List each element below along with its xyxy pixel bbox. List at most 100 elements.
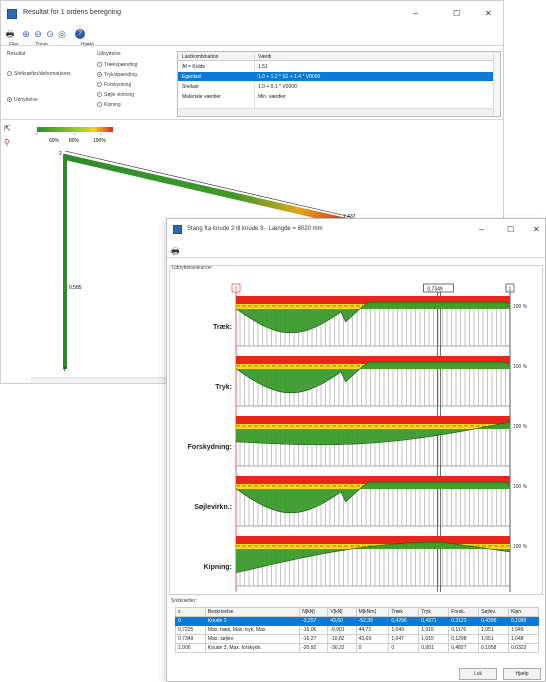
column-header[interactable]: Træk xyxy=(388,607,420,617)
maximize-button[interactable]: ☐ xyxy=(507,225,515,234)
utilization-curve xyxy=(236,422,510,445)
maximize-button[interactable]: ☐ xyxy=(453,9,461,18)
list-item[interactable]: Snelast 1.0 + 0.1 * V0000 xyxy=(182,84,297,90)
radio-icon xyxy=(97,62,102,68)
table-cell: -20,92 xyxy=(299,643,329,653)
table-cell: 44,72 xyxy=(355,625,390,635)
results-option-forces[interactable]: Snitkræfter/deformationer xyxy=(7,71,71,77)
minimize-button[interactable]: – xyxy=(479,224,485,234)
print-icon[interactable]: 🖶 xyxy=(5,29,15,39)
close-dialog-button[interactable]: Luk xyxy=(459,668,497,680)
utilization-option-column[interactable]: Søjle virkning xyxy=(97,92,134,98)
horizontal-scrollbar[interactable] xyxy=(178,108,500,116)
table-cell: Max. søjlev. xyxy=(204,634,301,644)
table-cell: 0,1058 xyxy=(478,643,509,653)
legend-label: 80% xyxy=(69,138,80,144)
zoom-out-icon[interactable]: ⊖ xyxy=(34,29,42,39)
help-button[interactable]: Hjælp xyxy=(503,668,541,680)
results-option-utilization[interactable]: Udnyttelse xyxy=(7,97,38,103)
column-header[interactable]: M[kNm] xyxy=(355,607,390,617)
table-cell: 0 xyxy=(355,643,390,653)
percent-label: 100 % xyxy=(513,484,528,490)
limit-band xyxy=(236,476,510,484)
beam-member[interactable] xyxy=(65,154,351,226)
main-window-title: Resultat for 1 ordens beregning xyxy=(23,9,122,16)
table-row[interactable]: 0,7349 Max. søjlev. -16,27 -10,82 43,69 1,047… xyxy=(175,634,539,644)
percent-label: 100 % xyxy=(513,424,528,430)
table-cell: 0,4371 xyxy=(418,616,450,626)
curve-label: Forskydning: xyxy=(188,444,232,451)
minimize-button[interactable]: – xyxy=(413,8,419,18)
column-header[interactable]: Kipn. xyxy=(508,607,539,617)
utilization-option-tension[interactable]: Trækspænding xyxy=(97,62,137,68)
table-cell: -16,27 xyxy=(299,634,329,644)
table-cell: 0,7349 xyxy=(175,634,206,644)
column-header[interactable]: Forsk. xyxy=(448,607,480,617)
table-cell: 1,015 xyxy=(418,634,450,644)
load-combination-list[interactable]: Lastkombination Værdi Af = Kolde 1.51 Ege… xyxy=(177,51,501,117)
table-cell: 1,000 xyxy=(175,643,206,653)
horizontal-scrollbar[interactable] xyxy=(31,377,171,383)
utilization-option-tilting[interactable]: Kipning xyxy=(97,102,121,108)
table-cell: 0,1176 xyxy=(448,625,480,635)
table-cell: 1,047 xyxy=(388,634,420,644)
main-titlebar[interactable]: Resultat for 1 ordens beregning – ☐ ✕ xyxy=(1,1,503,27)
help-icon[interactable]: ? xyxy=(75,29,85,39)
zoom-window-icon[interactable]: ◎ xyxy=(58,29,66,39)
node-label: 1 xyxy=(63,367,66,373)
utilization-curve xyxy=(236,482,510,513)
curve-outline xyxy=(235,301,511,334)
column-header: Værdi xyxy=(258,54,272,60)
column-member[interactable] xyxy=(63,154,67,369)
structure-view[interactable]: 60% 80% 100% 2 1 1,437 0,585 xyxy=(31,121,501,383)
table-row[interactable]: 0,7225 Max. træk, Max. tryk, Max. -16,06 -9… xyxy=(175,625,539,635)
main-toolbar: 🖶 ⊕ ⊖ ⊙ ◎ ? Filer Zoom Hjælp xyxy=(3,28,143,48)
table-cell: -9,901 xyxy=(327,625,357,635)
utilization-option-shear[interactable]: Forskydning xyxy=(97,82,131,88)
table-cell: -16,06 xyxy=(299,625,329,635)
node-label: 1,437 xyxy=(343,214,356,220)
close-button[interactable]: ✕ xyxy=(485,9,492,18)
list-header: Lastkombination Værdi xyxy=(178,52,500,61)
column-header[interactable]: Søjlev. xyxy=(478,607,509,617)
table-cell: 0,4395 xyxy=(478,616,509,626)
radio-icon xyxy=(97,82,102,88)
pick-tool-icon[interactable]: ⚲ xyxy=(4,138,10,147)
column-header[interactable]: x xyxy=(175,607,206,617)
zoom-in-icon[interactable]: ⊕ xyxy=(22,29,30,39)
node-label: 0,585 xyxy=(69,285,82,291)
utilization-curves[interactable]: 0 0,7349 1 Træk: 100 % Tryk: 100 % Forskydning:… xyxy=(170,274,542,594)
radio-icon xyxy=(97,102,102,108)
list-item[interactable]: Af = Kolde 1.51 xyxy=(182,64,268,70)
percent-label: 100 % xyxy=(513,544,528,550)
radio-selected-icon xyxy=(7,97,12,103)
group-label: Udnyttelseskurver xyxy=(172,265,213,271)
app-icon xyxy=(173,225,182,234)
print-icon[interactable]: 🖶 xyxy=(171,246,180,256)
list-item-selected[interactable]: Egenlast 1.0 + 1.2 * S1 + 1.4 * V0000 xyxy=(178,72,494,81)
vertical-scrollbar[interactable] xyxy=(493,52,500,116)
table-row[interactable]: 1,000 Knude 3, Max. forskydn. -20,92 -30,22… xyxy=(175,643,539,653)
list-item[interactable]: Materiale værdier Min. værdier xyxy=(182,94,286,100)
legend-label: 100% xyxy=(93,138,106,144)
table-cell: Knude 2 xyxy=(204,616,301,626)
utilization-group-label: Udnyttelse xyxy=(97,51,121,57)
group-label: Snitkræfter: xyxy=(171,598,197,604)
close-button[interactable]: ✕ xyxy=(533,225,540,234)
column-header[interactable]: N[kN] xyxy=(299,607,329,617)
table-cell: 1,051 xyxy=(478,634,509,644)
table-cell: 0,0322 xyxy=(508,643,539,653)
column-header[interactable]: Beskrivelse xyxy=(204,607,301,617)
dialog-titlebar[interactable]: Stang fra knude 2 til knude 3 - Længde =… xyxy=(167,219,545,241)
pointer-tool-icon[interactable]: ⇱ xyxy=(4,124,11,133)
zoom-fit-icon[interactable]: ⊙ xyxy=(46,29,54,39)
limit-band xyxy=(236,356,510,364)
utilization-option-compression[interactable]: Tryk/spænding xyxy=(97,72,137,78)
section-forces-table[interactable]: x Beskrivelse N[kN] V[kN] M[kNm] Træk Tr… xyxy=(175,607,539,653)
curve-label: Træk: xyxy=(213,324,232,331)
radio-icon xyxy=(7,71,12,77)
table-cell: -10,82 xyxy=(327,634,357,644)
column-header[interactable]: Tryk xyxy=(418,607,450,617)
column-header[interactable]: V[kN] xyxy=(327,607,357,617)
table-row[interactable]: 0 Knude 2 -3,257 43,60 -52,39 0,4296 0,4371 0,3… xyxy=(175,616,539,626)
